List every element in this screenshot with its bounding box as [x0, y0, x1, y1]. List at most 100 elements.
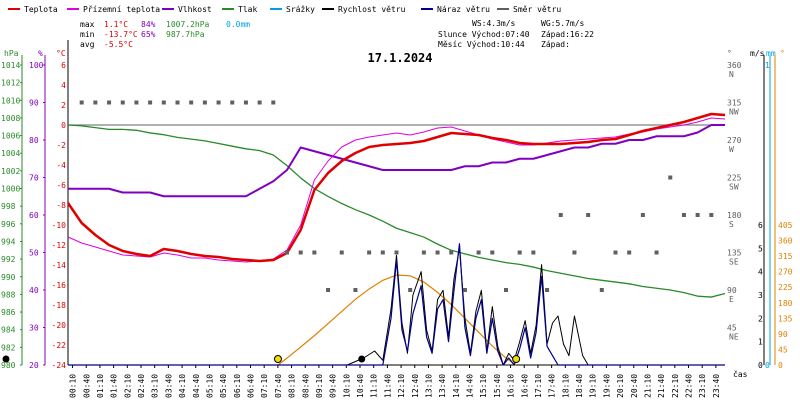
pct-tick-label: 60 [29, 211, 39, 220]
ms-tick-label: 2 [758, 314, 763, 323]
legend-label-6: Náraz větru [437, 5, 490, 14]
wind-direction-point [148, 100, 153, 105]
legend-label-4: Srážky [286, 5, 315, 14]
hpa-tick-label: 1002 [1, 167, 20, 176]
sun-set: Západ:16:22 [541, 30, 594, 39]
x-tick-label: 22:10 [671, 374, 680, 398]
legend: Teplota Přízemní teplota Vlhkost Tlak Srážky… [8, 5, 561, 14]
stat-max-hum: 84% [141, 20, 156, 29]
stat-max-press: 1007.2hPa [166, 20, 210, 29]
mm-tick-label: 1 [765, 61, 770, 70]
wind-direction-point [107, 100, 112, 105]
x-tick-label: 13:40 [438, 374, 447, 398]
x-tick-label: 04:10 [178, 374, 187, 398]
wind-direction-point [312, 250, 317, 255]
hpa-tick-label: 992 [1, 255, 16, 264]
hpa-tick-label: 1004 [1, 149, 20, 158]
pct-tick-label: 100 [29, 61, 44, 70]
dir-compass-label: NE [729, 333, 739, 342]
solar-tick-label: 360 [778, 237, 793, 246]
wind-direction-point [257, 100, 262, 105]
x-axis-label: čas [733, 369, 748, 379]
wind-direction-point [380, 250, 385, 255]
temp-tick-label: -16 [52, 281, 67, 290]
wind-direction-point [285, 250, 289, 255]
wind-direction-point [558, 213, 563, 217]
x-tick-label: 18:10 [561, 374, 570, 398]
x-tick-label: 11:10 [370, 374, 379, 398]
x-tick-label: 17:40 [548, 374, 557, 398]
x-tick-label: 21:10 [643, 374, 652, 398]
hpa-tick-label: 1008 [1, 114, 20, 123]
ms-unit: m/s [750, 49, 765, 58]
dir-compass-label: E [729, 295, 734, 304]
solar-tick-label: 45 [778, 345, 788, 354]
wind-speed-line [68, 247, 725, 366]
pct-tick-label: 90 [29, 99, 39, 108]
humidity-line [68, 124, 725, 198]
solar-tick-label: 180 [778, 299, 793, 308]
wind-direction-point [394, 250, 399, 255]
temp-tick-label: -14 [52, 261, 67, 270]
pct-tick-label: 20 [29, 361, 39, 370]
dir-tick-label: 90 [727, 286, 737, 295]
pct-unit: % [38, 49, 43, 58]
x-tick-label: 02:10 [123, 374, 132, 398]
x-tick-label: 14:10 [452, 374, 461, 398]
wind-direction-point [627, 250, 632, 255]
hpa-unit: hPa [4, 49, 19, 58]
temp-tick-label: -2 [56, 141, 66, 150]
wind-direction-point [586, 213, 591, 217]
pct-tick-label: 40 [29, 286, 39, 295]
x-tick-label: 05:10 [205, 374, 214, 398]
stat-avg-temp: -5.5°C [104, 40, 133, 49]
x-tick-label: 06:10 [233, 374, 242, 398]
x-tick-label: 13:10 [424, 374, 433, 398]
dir-tick-label: 135 [727, 249, 742, 258]
wind-direction-point [695, 213, 700, 217]
chart-title: 17.1.2024 [367, 51, 432, 65]
x-tick-label: 05:40 [219, 374, 228, 398]
hpa-tick-label: 994 [1, 237, 16, 246]
ms-tick-label: 1 [758, 338, 763, 347]
sunrise-marker [273, 355, 282, 363]
wind-direction-point [640, 213, 645, 217]
x-tick-label: 07:40 [274, 374, 283, 398]
axes: hPa9809829849869889909929949969981000100… [1, 40, 793, 398]
wind-direction-point [668, 175, 673, 180]
wind-direction-point [353, 288, 358, 292]
wind-direction-point [202, 100, 207, 105]
x-tick-label: 02:40 [137, 374, 146, 398]
x-tick-label: 08:10 [288, 374, 297, 398]
temp-tick-label: -12 [52, 241, 67, 250]
ms-tick-label: 3 [758, 291, 763, 300]
wind-direction-point [681, 213, 686, 217]
hpa-tick-label: 998 [1, 202, 16, 211]
dir-compass-label: NW [729, 108, 739, 117]
legend-label-7: Směr větru [513, 5, 561, 14]
temp-tick-label: -4 [56, 161, 66, 170]
temp-tick-label: 4 [61, 81, 66, 90]
dir-tick-label: 225 [727, 174, 742, 183]
x-tick-label: 04:40 [192, 374, 201, 398]
dir-tick-label: 270 [727, 136, 742, 145]
wind-direction-point [161, 100, 166, 105]
ms-tick-label: 5 [758, 244, 763, 253]
hpa-tick-label: 984 [1, 326, 16, 335]
temp-tick-label: -8 [56, 201, 66, 210]
x-tick-label: 22:40 [685, 374, 694, 398]
solar-tick-label: 315 [778, 252, 793, 261]
wind-direction-point [531, 250, 536, 255]
x-tick-label: 20:10 [616, 374, 625, 398]
legend-label-1: Přízemní teplota [83, 5, 160, 14]
wind-direction-point [490, 250, 495, 255]
temp-unit: °C [56, 49, 66, 58]
x-tick-label: 01:10 [96, 374, 105, 398]
x-tick-label: 01:40 [110, 374, 119, 398]
pressure-line [67, 124, 726, 298]
wind-direction-point [93, 100, 98, 105]
stat-max-rain: 0.0mm [226, 20, 250, 29]
wind-direction-point [408, 288, 413, 292]
stat-max-label: max [80, 20, 95, 29]
x-tick-label: 08:40 [301, 374, 310, 398]
